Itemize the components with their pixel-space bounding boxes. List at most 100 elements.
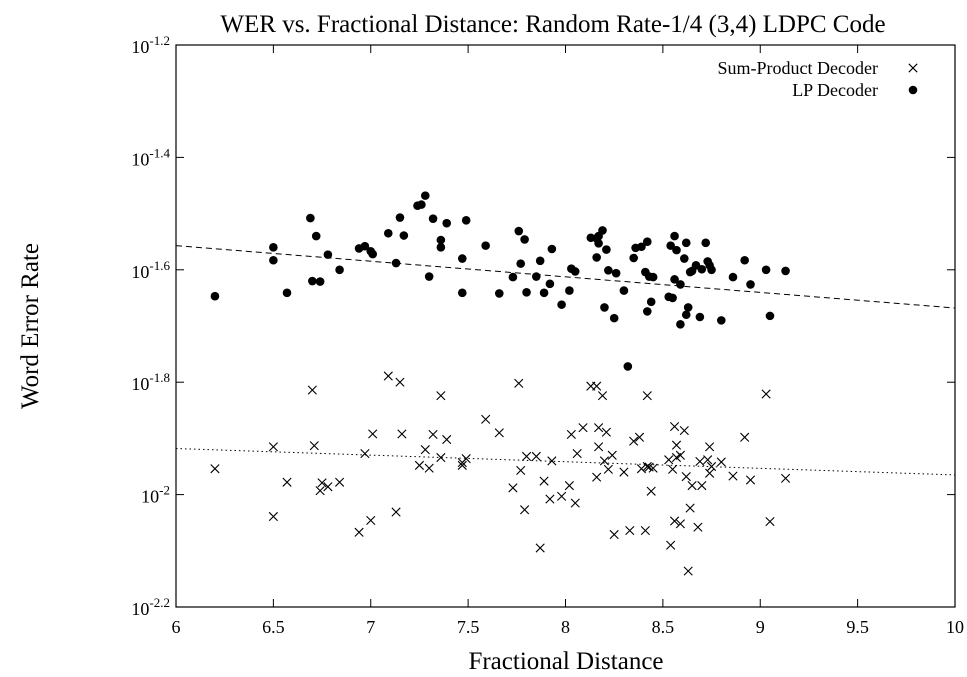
sum-product-point xyxy=(697,481,707,491)
sum-product-point xyxy=(706,461,717,472)
sum-product-point xyxy=(685,503,695,513)
sum-product-point xyxy=(535,543,545,553)
sum-product-point xyxy=(675,450,685,460)
sum-product-point xyxy=(315,486,325,496)
lp-decoder-point xyxy=(646,297,656,307)
lp-decoder-point xyxy=(508,272,518,282)
sum-product-point xyxy=(695,456,705,467)
sum-product-point xyxy=(745,475,756,485)
lp-decoder-point xyxy=(623,362,633,371)
sum-product-point xyxy=(679,425,689,436)
lp-decoder-point xyxy=(494,289,504,298)
sum-product-point xyxy=(664,455,674,465)
sum-product-point xyxy=(539,476,549,486)
lp-decoder-point xyxy=(681,238,691,248)
sum-product-point xyxy=(625,525,635,536)
y-axis-label: Word Error Rate xyxy=(17,243,44,409)
sum-product-point xyxy=(594,442,604,452)
lp-decoder-point xyxy=(557,300,566,309)
lp-decoder-point xyxy=(765,311,775,321)
lp-decoder-point xyxy=(666,241,675,250)
sum-product-point xyxy=(597,391,608,401)
sum-product-point xyxy=(716,457,726,467)
sum-product-point xyxy=(564,481,574,491)
x-tick-label: 7.5 xyxy=(457,617,480,637)
sum-product-point xyxy=(629,436,639,446)
sum-product-point xyxy=(397,429,407,439)
sum-product-point xyxy=(572,448,582,459)
lp-decoder-point xyxy=(436,235,446,245)
lp-decoder-point xyxy=(637,242,646,252)
sum-product-point xyxy=(765,516,775,527)
lp-decoder-point xyxy=(311,231,321,241)
sum-product-point xyxy=(494,428,504,438)
sum-product-point xyxy=(436,452,446,463)
sum-product-point xyxy=(424,463,434,473)
lp-decoder-point xyxy=(598,226,607,235)
y-tick-label: 10-1.2 xyxy=(131,33,170,57)
y-tick-label: 10-2 xyxy=(141,483,170,507)
sum-product-point xyxy=(391,507,401,517)
legend-marker-circle xyxy=(908,85,918,95)
sum-product-point xyxy=(282,477,292,487)
sum-product-point xyxy=(557,491,567,501)
x-axis-ticks: 6 6.5 7 7.5 8 8.5 9 9.5 10 xyxy=(172,45,964,637)
legend-label-lp: LP Decoder xyxy=(792,80,878,100)
plot-frame xyxy=(175,44,956,608)
sum-product-point xyxy=(461,454,471,464)
sum-product-point xyxy=(420,445,430,455)
sum-product-point xyxy=(309,441,319,451)
lp-decoder-point xyxy=(570,267,580,276)
sum-product-point xyxy=(603,464,613,474)
lp-decoder-point xyxy=(368,249,377,259)
lp-decoder-point xyxy=(282,288,292,298)
sum-product-point xyxy=(592,472,602,482)
sum-product-point xyxy=(599,456,610,466)
lp-decoder-point xyxy=(604,266,613,275)
lp-decoder-point xyxy=(315,277,325,286)
sum-product-point xyxy=(210,464,220,474)
y-tick-label: 10-1.4 xyxy=(131,145,170,169)
legend: Sum-Product Decoder LP Decoder xyxy=(718,58,918,100)
sum-product-point xyxy=(508,483,518,493)
lp-decoder-point xyxy=(676,320,685,329)
lp-decoder-point xyxy=(707,265,716,275)
lp-decoder-point xyxy=(391,258,401,268)
sum-product-point xyxy=(436,391,446,401)
sum-product-point xyxy=(609,529,619,540)
lp-decoder-point xyxy=(728,272,738,282)
sum-product-point xyxy=(457,460,467,470)
sum-product-point xyxy=(642,461,652,472)
lp-decoder-point xyxy=(481,241,490,250)
sum-product-point xyxy=(442,434,452,445)
sum-product-point xyxy=(414,460,425,470)
lp-decoder-point xyxy=(210,291,220,301)
lp-decoder-point xyxy=(457,254,467,263)
lp-decoder-point xyxy=(668,293,677,303)
sum-product-point xyxy=(545,494,555,504)
sum-product-point xyxy=(368,429,378,439)
sum-product-point xyxy=(646,486,656,496)
lp-decoder-point xyxy=(619,286,629,295)
lp-decoder-point xyxy=(420,191,430,200)
x-tick-label: 9.5 xyxy=(846,617,869,637)
lp-decoder-point xyxy=(514,226,524,236)
sum-product-point xyxy=(683,566,693,576)
sum-product-point xyxy=(366,515,376,526)
lp-decoder-point xyxy=(335,265,344,275)
lp-decoder-point xyxy=(717,316,726,325)
lp-decoder-point xyxy=(740,255,749,265)
sum-product-point xyxy=(780,473,791,483)
sum-product-point xyxy=(705,442,715,452)
sum-product-point xyxy=(669,422,680,432)
sum-product-point xyxy=(728,471,738,481)
sum-product-point xyxy=(521,451,532,461)
lp-decoder-point xyxy=(360,241,370,251)
lp-decoder-point xyxy=(428,214,438,223)
lp-decoder-point xyxy=(547,244,557,254)
sum-product-point xyxy=(642,391,652,401)
sum-product-point xyxy=(531,451,541,461)
lp-decoder-point xyxy=(539,288,549,298)
lp-decoder-point xyxy=(399,231,409,240)
